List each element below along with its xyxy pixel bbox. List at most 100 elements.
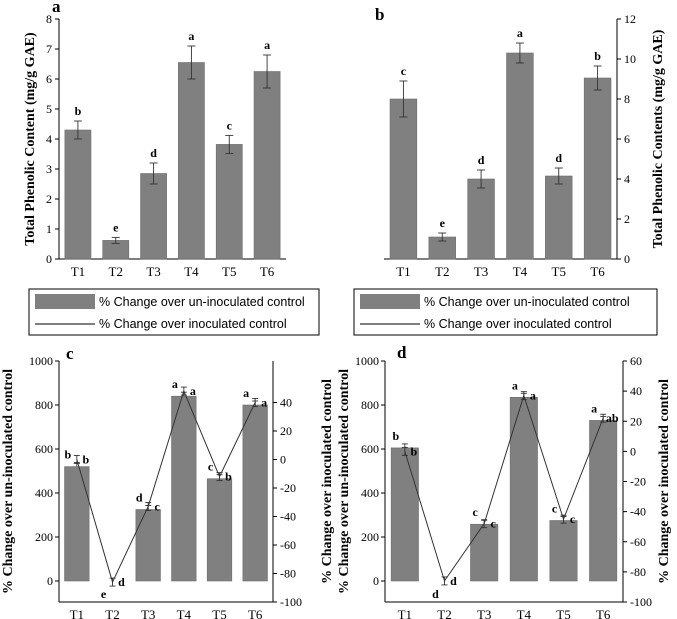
x-tick-label: T5 xyxy=(552,264,566,279)
y-tick-label: 2 xyxy=(46,192,52,206)
y-left-tick-label: 800 xyxy=(35,398,53,412)
y-tick-label: 4 xyxy=(46,132,52,146)
significance-letter: d xyxy=(555,151,562,165)
bar xyxy=(206,478,233,582)
legend-left-bar-swatch xyxy=(35,294,95,309)
line-significance-letter: b xyxy=(410,444,417,458)
bar-significance-letter: c xyxy=(208,460,214,474)
y-right-tick-label: -100 xyxy=(630,595,652,609)
y-right-tick-label: -100 xyxy=(280,595,302,609)
line-significance-letter: a xyxy=(530,389,536,403)
y-left-tick-label: 0 xyxy=(47,574,53,588)
legend-right: % Change over un-inoculated control % Ch… xyxy=(353,288,658,336)
y-left-tick-label: 400 xyxy=(35,486,53,500)
panel-b-chart: b 0 2 4 6 8 10 12 c T1 e T2 d T3 a T4 d T5 b T6 Total Phenol… xyxy=(375,5,666,279)
series-line xyxy=(404,393,604,583)
panel-letter: d xyxy=(397,343,407,362)
bar-significance-letter: b xyxy=(64,448,71,462)
y-right-tick-label: 60 xyxy=(630,354,642,368)
x-tick-label: T3 xyxy=(146,264,160,279)
bar xyxy=(506,52,534,260)
x-tick-label: T6 xyxy=(260,264,275,279)
y-axis-left-title: % Change over un-inoculated control xyxy=(1,369,16,594)
panel-d-chart: d 0 200 400 600 800 1000 -100 -80 -60 -40 -20 0 20 40 6… xyxy=(337,343,672,619)
y-left-tick-label: 1000 xyxy=(29,354,53,368)
bar-significance-letter: d xyxy=(432,587,439,601)
bar xyxy=(64,466,90,582)
legend-left: % Change over un-inoculated control % Ch… xyxy=(28,288,320,336)
y-left-tick-label: 800 xyxy=(361,398,379,412)
legend-right-bar-label: % Change over un-inoculated control xyxy=(424,295,630,309)
bar xyxy=(589,420,618,582)
y-tick-label: 12 xyxy=(624,12,636,26)
y-left-tick-label: 600 xyxy=(35,442,53,456)
y-tick-label: 6 xyxy=(46,72,52,86)
significance-letter: c xyxy=(401,64,407,78)
x-tick-label: T6 xyxy=(596,607,611,619)
bar xyxy=(253,71,281,260)
y-left-tick-label: 400 xyxy=(361,486,379,500)
bar xyxy=(545,175,573,260)
significance-letter: a xyxy=(264,38,270,52)
x-tick-label: T4 xyxy=(184,264,199,279)
bar xyxy=(390,447,419,582)
y-tick-label: 0 xyxy=(46,252,52,266)
line-significance-letter: b xyxy=(225,470,232,484)
panel-a-chart: a 0 1 2 3 4 5 6 7 8 b T1 e T2 d T3 a T4 c T5 a T6 Total Phenol… xyxy=(23,0,286,279)
line-significance-letter: c xyxy=(570,512,576,526)
y-axis-left-title: % Change over un-inoculated control xyxy=(337,369,352,594)
bar-significance-letter: b xyxy=(392,429,399,443)
bar-significance-letter: a xyxy=(512,378,518,392)
x-tick-label: T1 xyxy=(396,264,410,279)
legend-right-line-label: % Change over inoculated control xyxy=(424,317,612,331)
y-tick-label: 3 xyxy=(46,162,52,176)
line-significance-letter: d xyxy=(450,574,457,588)
line-significance-letter: a xyxy=(190,384,196,398)
panel-letter: b xyxy=(375,5,384,24)
y-right-tick-label: -60 xyxy=(630,535,646,549)
y-right-tick-label: -20 xyxy=(280,481,296,495)
y-left-tick-label: 600 xyxy=(361,442,379,456)
bar xyxy=(135,509,161,582)
x-tick-label: T1 xyxy=(71,264,85,279)
bar-significance-letter: d xyxy=(136,491,143,505)
panel-letter: a xyxy=(52,0,61,16)
x-tick-label: T1 xyxy=(70,607,84,619)
bar-significance-letter: e xyxy=(101,587,107,601)
y-tick-label: 6 xyxy=(624,132,630,146)
x-tick-label: T5 xyxy=(212,607,226,619)
line-significance-letter: c xyxy=(491,517,497,531)
x-tick-label: T5 xyxy=(222,264,236,279)
y-tick-label: 1 xyxy=(46,222,52,236)
x-tick-label: T1 xyxy=(398,607,412,619)
y-right-tick-label: -80 xyxy=(630,565,646,579)
legend-left-bar-label: % Change over un-inoculated control xyxy=(99,295,305,309)
x-tick-label: T4 xyxy=(177,607,192,619)
y-left-tick-label: 0 xyxy=(373,574,379,588)
bar xyxy=(583,77,612,260)
y-tick-label: 5 xyxy=(46,102,52,116)
legend-left-line-label: % Change over inoculated control xyxy=(99,317,287,331)
bar xyxy=(509,396,538,582)
series-line xyxy=(76,389,256,584)
bar xyxy=(467,178,495,260)
y-right-tick-label: 40 xyxy=(630,384,642,398)
x-tick-label: T2 xyxy=(105,607,119,619)
y-tick-label: 0 xyxy=(624,252,630,266)
bar-significance-letter: c xyxy=(552,502,558,516)
y-axis-right-title: % Change over inoculated control xyxy=(657,379,672,584)
x-tick-label: T6 xyxy=(248,607,263,619)
line-significance-letter: c xyxy=(155,500,161,514)
y-tick-label: 8 xyxy=(46,12,52,26)
y-left-tick-label: 1000 xyxy=(355,354,379,368)
bar-significance-letter: a xyxy=(172,377,178,391)
line-significance-letter: d xyxy=(118,575,125,589)
bar xyxy=(389,98,418,260)
significance-letter: d xyxy=(150,146,157,160)
bar-significance-letter: a xyxy=(591,401,597,415)
y-right-tick-label: -20 xyxy=(630,475,646,489)
line-significance-letter: a xyxy=(261,396,267,410)
y-tick-label: 8 xyxy=(624,92,630,106)
x-tick-label: T6 xyxy=(590,264,605,279)
